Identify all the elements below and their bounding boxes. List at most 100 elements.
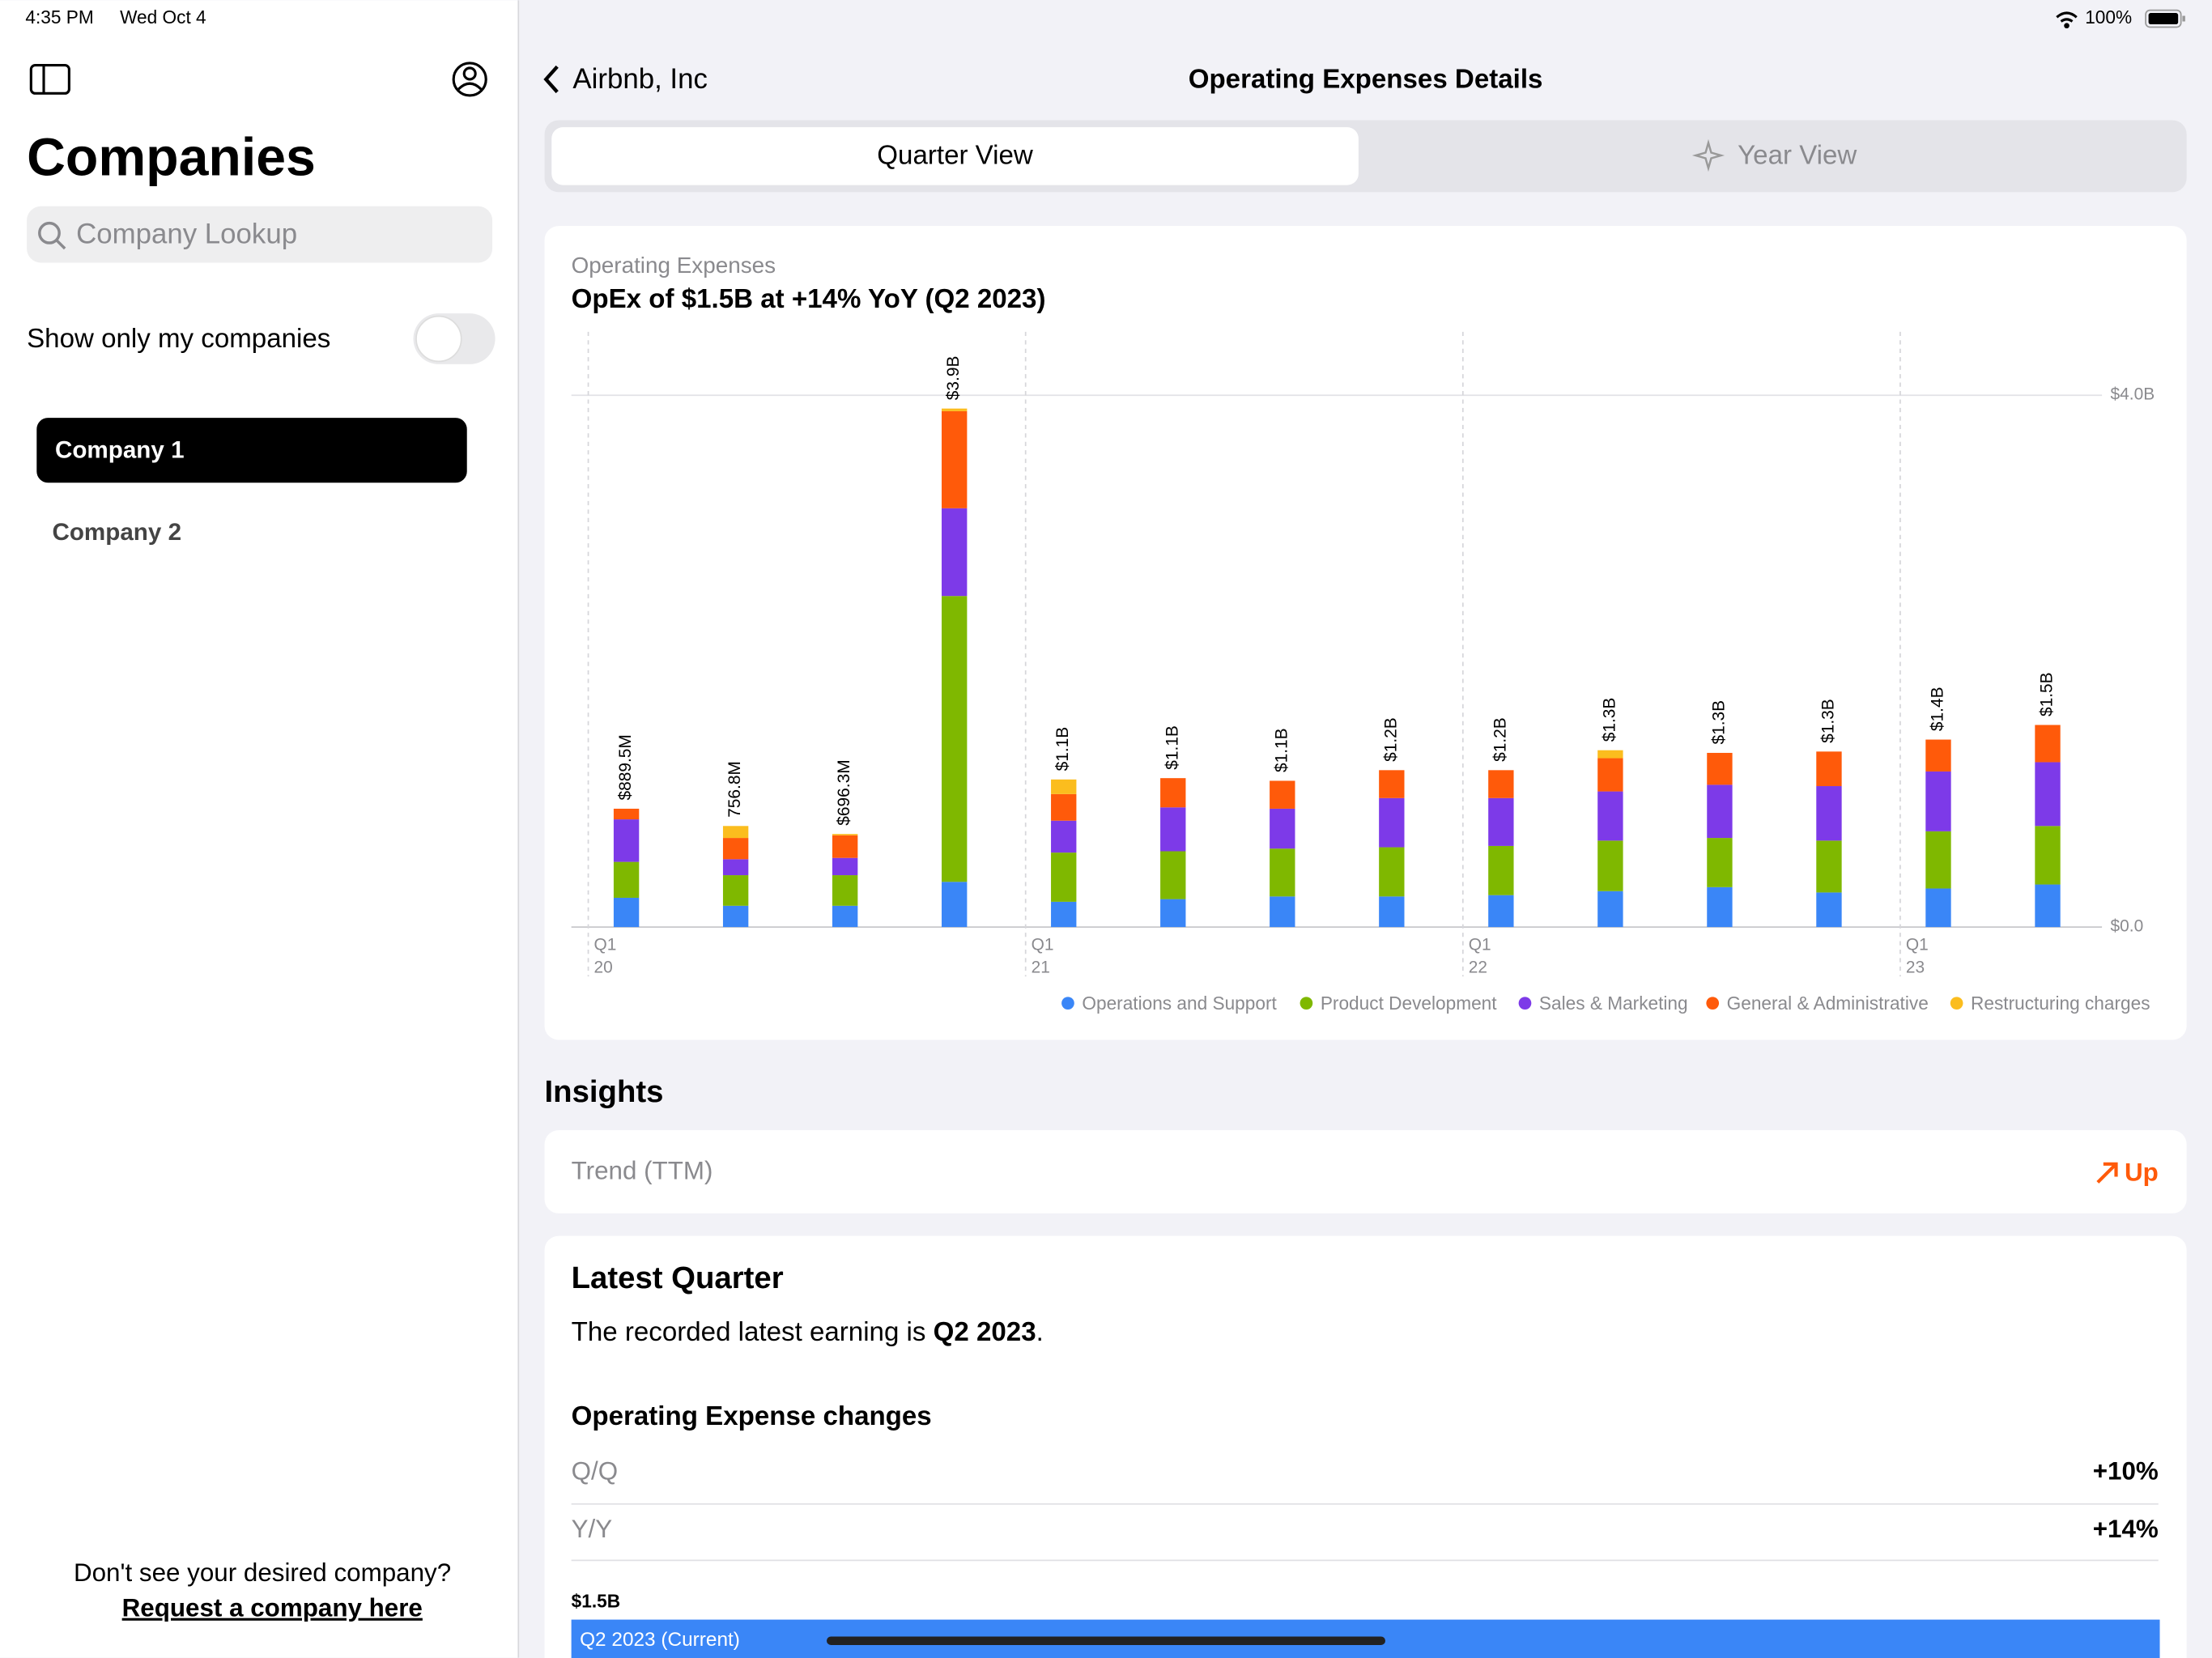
legend-dot bbox=[1300, 997, 1313, 1010]
bar-segment bbox=[613, 808, 640, 820]
legend-dot bbox=[1706, 997, 1720, 1010]
quarter: Q2 2023 bbox=[934, 1317, 1036, 1347]
wifi-icon bbox=[2056, 11, 2078, 29]
bar-segment bbox=[1597, 758, 1623, 792]
total-label: $1.3B bbox=[1819, 699, 1837, 743]
page-title: Operating Expenses Details bbox=[1189, 64, 1543, 94]
sidebar-toggle[interactable] bbox=[29, 63, 70, 95]
filter-toggle[interactable] bbox=[413, 313, 496, 364]
bar-value: $1.5B bbox=[572, 1591, 620, 1612]
status-time: 4:35 PM bbox=[25, 6, 93, 28]
bar-segment bbox=[1597, 891, 1623, 928]
bar-segment bbox=[1597, 791, 1623, 841]
bar-segment bbox=[832, 834, 858, 835]
y-tick-label: $4.0B bbox=[2111, 385, 2155, 404]
total-label: $1.1B bbox=[1053, 727, 1072, 772]
trend-value: Up bbox=[2125, 1158, 2159, 1186]
sidebar-title: Companies bbox=[27, 127, 316, 187]
text: . bbox=[1036, 1317, 1044, 1347]
bar-segment bbox=[1816, 786, 1842, 841]
latest-card bbox=[544, 1235, 2187, 1658]
home-indicator bbox=[827, 1636, 1385, 1645]
chart-label: Operating Expenses bbox=[572, 253, 776, 278]
bar-segment bbox=[1925, 771, 1951, 831]
bar-segment bbox=[1270, 848, 1295, 897]
footer-link[interactable]: Request a company here bbox=[122, 1594, 423, 1622]
bar-segment bbox=[1816, 751, 1842, 787]
total-label: $1.1B bbox=[1163, 725, 1181, 770]
footer-text: Don't see your desired company? bbox=[74, 1558, 451, 1587]
bar-segment bbox=[2035, 762, 2061, 827]
bar-segment bbox=[1488, 845, 1514, 895]
tab[interactable]: Quarter View bbox=[877, 141, 1033, 171]
bar-segment bbox=[942, 410, 968, 508]
bar-segment bbox=[613, 861, 640, 898]
filter-label: Show only my companies bbox=[27, 324, 330, 354]
y-tick-label: $0.0 bbox=[2111, 917, 2144, 936]
bar-segment bbox=[1160, 778, 1186, 808]
total-label: $1.2B bbox=[1491, 717, 1509, 762]
sidebar bbox=[0, 0, 518, 1658]
total-label: $1.4B bbox=[1929, 687, 1947, 732]
bar-segment bbox=[1160, 851, 1186, 899]
legend-label: General & Administrative bbox=[1727, 993, 1929, 1014]
bar-segment bbox=[942, 508, 968, 597]
bar-segment bbox=[2035, 826, 2061, 885]
change-value: +10% bbox=[2093, 1457, 2159, 1486]
trend-arrow bbox=[2096, 1162, 2118, 1184]
changes-title: Operating Expense changes bbox=[572, 1401, 932, 1431]
bar-segment bbox=[1051, 793, 1077, 821]
bar-segment bbox=[1051, 820, 1077, 853]
trend-label: Trend (TTM) bbox=[572, 1157, 713, 1185]
bar-segment bbox=[1707, 784, 1733, 839]
profile-button[interactable] bbox=[452, 62, 487, 97]
bar-segment bbox=[1379, 896, 1405, 928]
change-label: Q/Q bbox=[572, 1457, 619, 1486]
bar-segment bbox=[1051, 779, 1077, 794]
x-tick-label: Q1 22 bbox=[1469, 935, 1491, 976]
bar-segment bbox=[613, 819, 640, 862]
legend-label: Sales & Marketing bbox=[1539, 993, 1688, 1014]
bar-segment bbox=[1270, 808, 1295, 849]
bar-segment bbox=[1488, 797, 1514, 846]
search-icon bbox=[38, 221, 66, 250]
bar-segment bbox=[832, 835, 858, 858]
company-item[interactable]: Company 2 bbox=[52, 519, 181, 546]
total-label: $1.2B bbox=[1381, 717, 1400, 762]
bar-segment bbox=[1707, 838, 1733, 887]
tab[interactable]: Year View bbox=[1738, 141, 1857, 171]
bar-segment bbox=[1379, 797, 1405, 848]
total-label: $1.1B bbox=[1272, 728, 1291, 772]
latest-title: Latest Quarter bbox=[572, 1261, 784, 1295]
company-item[interactable]: Company 1 bbox=[55, 437, 185, 464]
bar-segment bbox=[942, 882, 968, 928]
text: The recorded latest earning is bbox=[572, 1317, 934, 1347]
search-box[interactable] bbox=[27, 206, 493, 263]
total-label: $1.3B bbox=[1709, 700, 1728, 745]
bar-segment bbox=[1488, 895, 1514, 928]
total-label: $1.3B bbox=[1600, 698, 1619, 742]
bar-segment bbox=[722, 826, 749, 839]
bar-segment bbox=[722, 838, 749, 860]
status-date: Wed Oct 4 bbox=[120, 6, 206, 28]
legend-label: Restructuring charges bbox=[1971, 993, 2150, 1014]
change-value: +14% bbox=[2093, 1515, 2159, 1543]
legend-dot bbox=[1518, 997, 1532, 1010]
company-selected[interactable] bbox=[36, 418, 467, 483]
change-label: Y/Y bbox=[572, 1515, 613, 1543]
plot: $0.0 $4.0B Q1 20 Q1 21 Q1 22 Q1 23 $889.5M 756.8M $6… bbox=[571, 331, 2155, 1014]
back-button[interactable]: Airbnb, Inc bbox=[572, 63, 708, 95]
total-label: $696.3M bbox=[835, 759, 853, 825]
bar-segment bbox=[722, 875, 749, 906]
bar-label: Q2 2023 (Current) bbox=[580, 1629, 740, 1651]
legend-dot bbox=[1950, 997, 1963, 1010]
back-chevron[interactable] bbox=[543, 65, 559, 94]
chart-title: OpEx of $1.5B at +14% YoY (Q2 2023) bbox=[572, 284, 1046, 314]
bar-segment bbox=[1051, 852, 1077, 902]
insights-title: Insights bbox=[545, 1074, 664, 1109]
x-tick-label: Q1 21 bbox=[1032, 935, 1054, 976]
bar-segment bbox=[1270, 780, 1295, 809]
bar-segment bbox=[1707, 886, 1733, 928]
tab-selected[interactable] bbox=[551, 127, 1359, 185]
